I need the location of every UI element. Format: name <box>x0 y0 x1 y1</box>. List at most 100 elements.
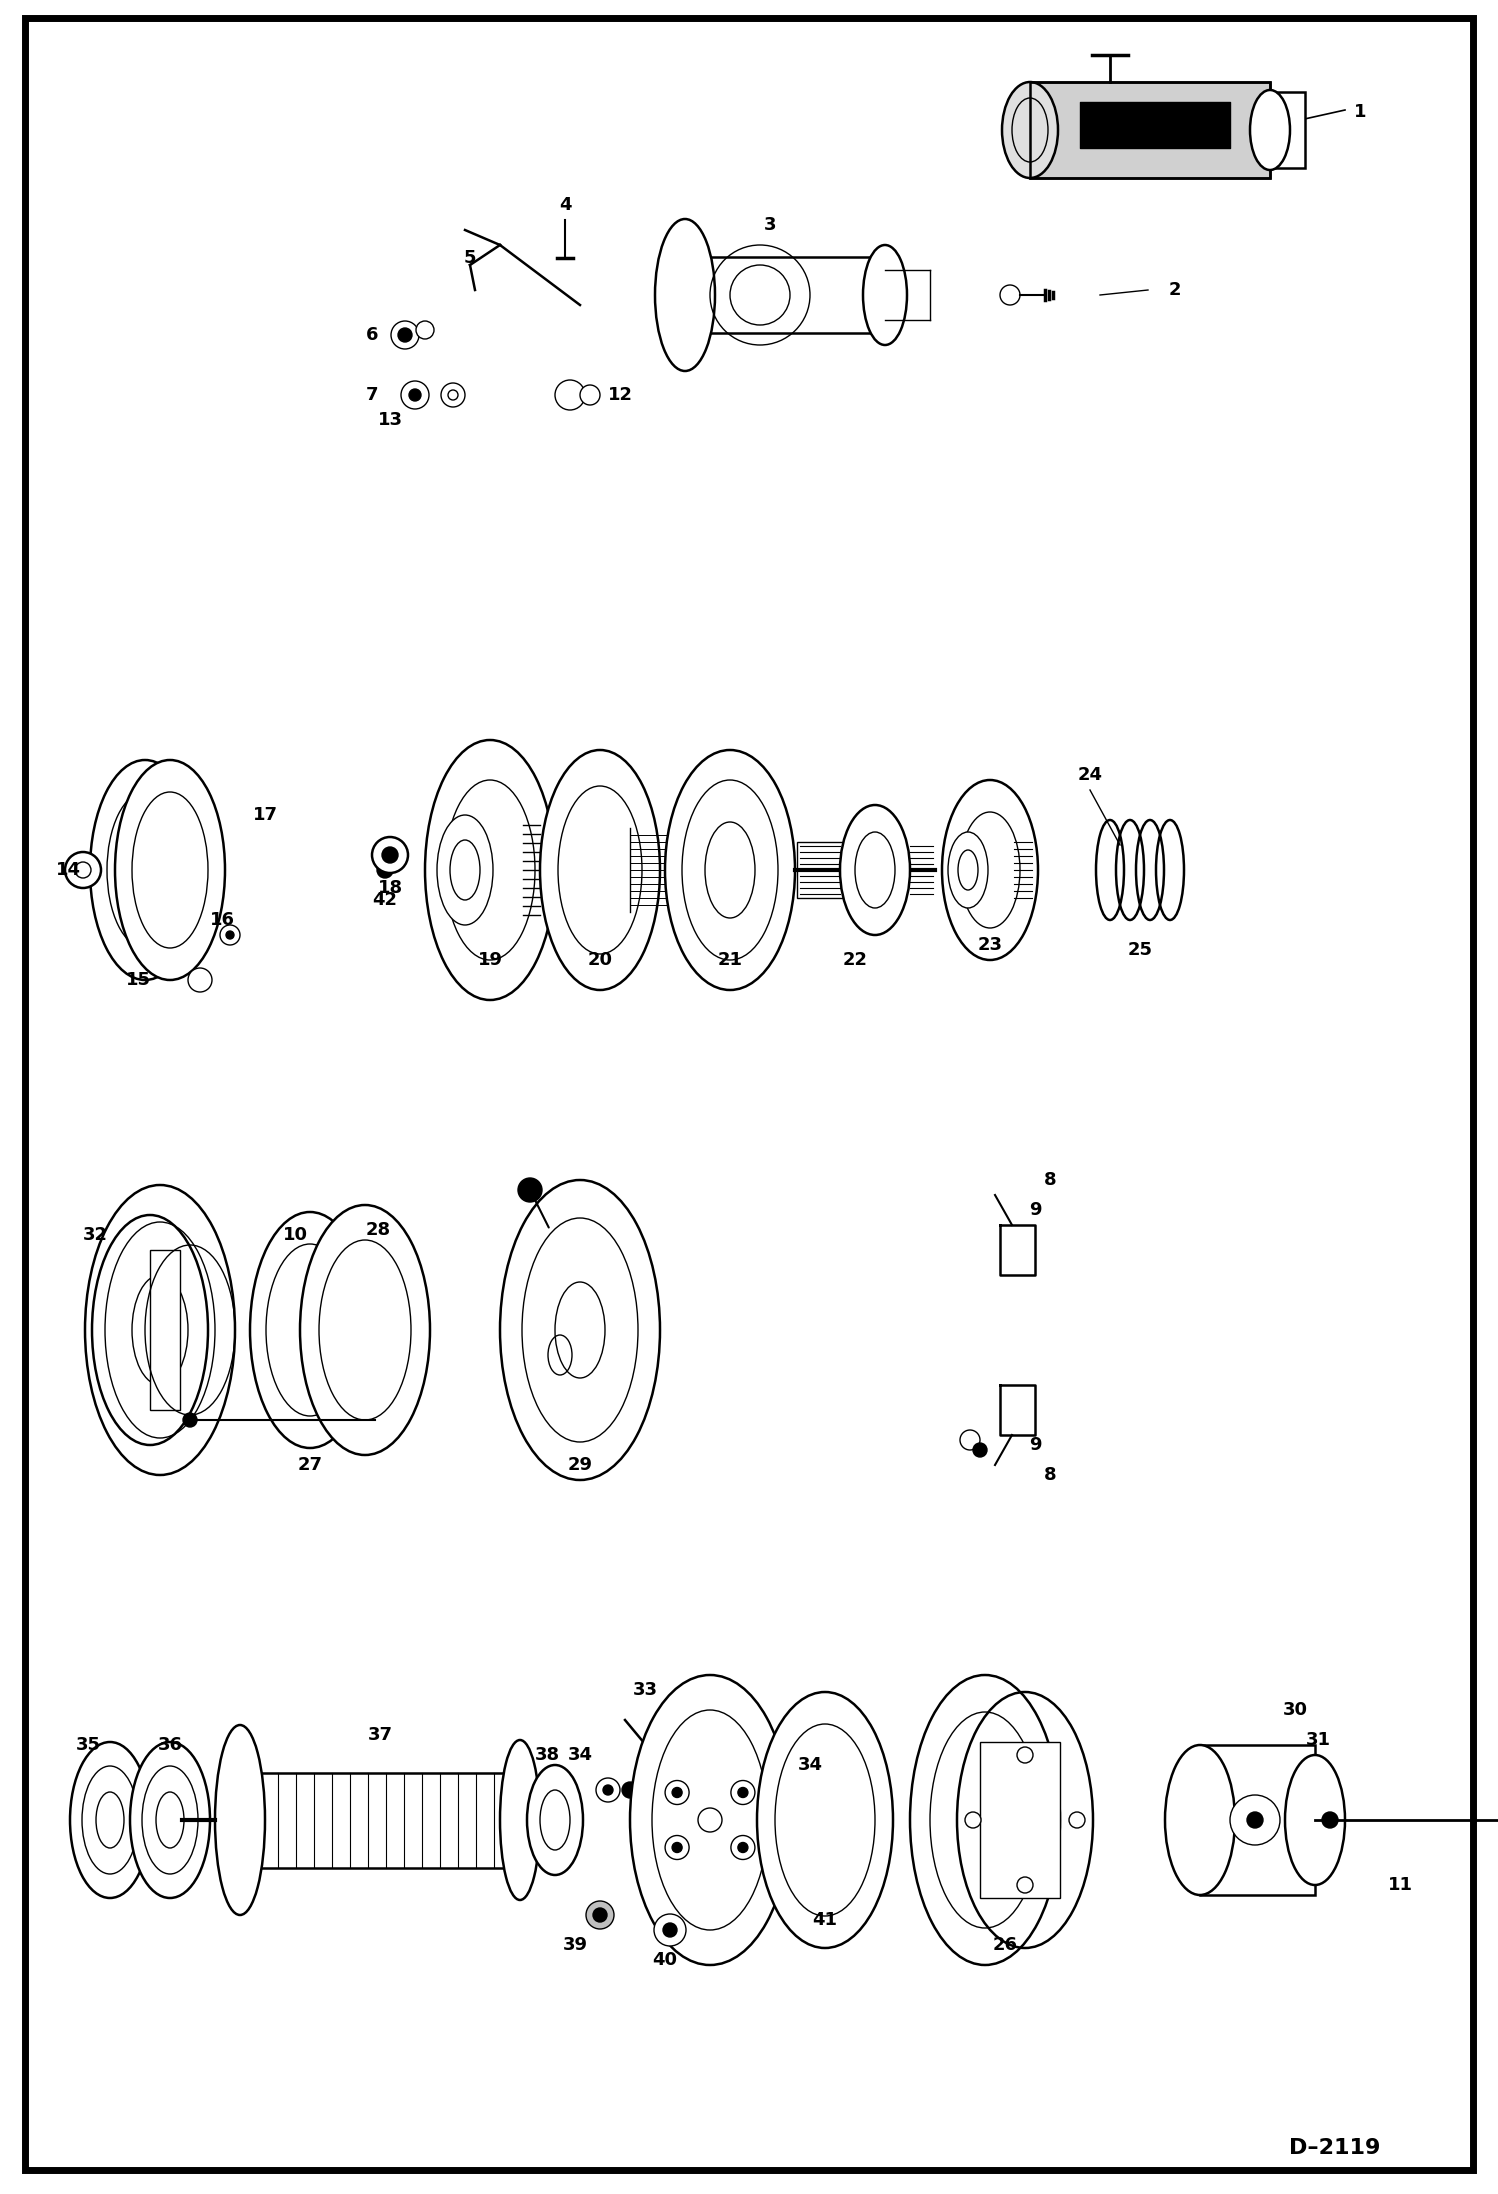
Text: 8: 8 <box>1044 1466 1056 1483</box>
Ellipse shape <box>115 759 225 981</box>
Bar <box>150 1251 180 1411</box>
Bar <box>139 805 195 935</box>
Text: 40: 40 <box>653 1950 677 1968</box>
Circle shape <box>1001 285 1020 305</box>
Circle shape <box>64 851 100 889</box>
Circle shape <box>739 1843 748 1852</box>
Circle shape <box>586 1900 614 1929</box>
Circle shape <box>189 968 213 992</box>
Text: 37: 37 <box>367 1727 392 1744</box>
Text: 16: 16 <box>210 911 235 928</box>
Text: 7: 7 <box>366 386 379 404</box>
Ellipse shape <box>1002 81 1058 178</box>
Circle shape <box>220 926 240 946</box>
Ellipse shape <box>425 739 554 1000</box>
Ellipse shape <box>665 750 795 989</box>
Text: 18: 18 <box>377 880 403 897</box>
Circle shape <box>596 1777 620 1801</box>
Circle shape <box>372 836 407 873</box>
Circle shape <box>580 384 601 406</box>
Circle shape <box>398 327 412 342</box>
Text: 9: 9 <box>1029 1437 1041 1455</box>
Text: 30: 30 <box>1282 1700 1308 1720</box>
Bar <box>1080 101 1230 147</box>
Circle shape <box>448 391 458 399</box>
Circle shape <box>622 1782 638 1799</box>
Circle shape <box>1070 1812 1085 1828</box>
Circle shape <box>673 1843 682 1852</box>
Circle shape <box>974 1444 987 1457</box>
Text: 11: 11 <box>1387 1876 1413 1893</box>
Ellipse shape <box>216 1724 265 1915</box>
Text: 15: 15 <box>126 972 150 989</box>
Circle shape <box>673 1788 682 1797</box>
Ellipse shape <box>527 1764 583 1876</box>
Ellipse shape <box>1285 1755 1345 1885</box>
Text: 13: 13 <box>377 410 403 430</box>
Bar <box>1031 81 1270 178</box>
Ellipse shape <box>500 1180 661 1481</box>
Text: 20: 20 <box>587 950 613 970</box>
Circle shape <box>183 1413 198 1426</box>
Text: 28: 28 <box>366 1222 391 1240</box>
Ellipse shape <box>948 832 989 908</box>
Ellipse shape <box>250 1211 370 1448</box>
Text: 36: 36 <box>157 1735 183 1753</box>
Ellipse shape <box>909 1674 1061 1966</box>
Circle shape <box>665 1836 689 1861</box>
Text: 24: 24 <box>1077 766 1103 783</box>
Circle shape <box>409 388 421 402</box>
Bar <box>980 1742 1061 1898</box>
Ellipse shape <box>85 1185 235 1474</box>
Bar <box>685 257 885 333</box>
Text: 12: 12 <box>608 386 632 404</box>
Bar <box>1200 1744 1315 1896</box>
Circle shape <box>440 384 464 408</box>
Text: 8: 8 <box>1044 1172 1056 1189</box>
Text: 1: 1 <box>1354 103 1366 121</box>
Ellipse shape <box>840 805 909 935</box>
Text: 5: 5 <box>464 248 476 268</box>
Circle shape <box>664 1922 677 1937</box>
Text: 35: 35 <box>75 1735 100 1753</box>
Text: 31: 31 <box>1305 1731 1330 1749</box>
Ellipse shape <box>756 1692 893 1948</box>
Ellipse shape <box>863 246 906 344</box>
Circle shape <box>401 382 428 408</box>
Text: 17: 17 <box>253 805 277 825</box>
Text: 34: 34 <box>568 1746 593 1764</box>
Bar <box>1031 81 1270 178</box>
Circle shape <box>593 1909 607 1922</box>
Ellipse shape <box>90 759 201 981</box>
Text: 23: 23 <box>978 937 1002 954</box>
Text: 2: 2 <box>1168 281 1182 298</box>
Circle shape <box>382 847 398 862</box>
Ellipse shape <box>437 814 493 926</box>
Circle shape <box>1230 1795 1279 1845</box>
Ellipse shape <box>130 1742 210 1898</box>
Circle shape <box>665 1782 689 1803</box>
Circle shape <box>1017 1746 1034 1764</box>
Text: 9: 9 <box>1029 1200 1041 1220</box>
Bar <box>75 1639 1416 2091</box>
Bar <box>75 1200 1416 1470</box>
Text: 34: 34 <box>797 1755 822 1775</box>
Text: 29: 29 <box>568 1457 593 1474</box>
Text: 6: 6 <box>366 327 379 344</box>
Circle shape <box>377 862 392 878</box>
Circle shape <box>226 930 234 939</box>
Circle shape <box>960 1430 980 1450</box>
Text: 21: 21 <box>718 950 743 970</box>
Bar <box>75 781 1416 974</box>
Ellipse shape <box>1249 90 1290 169</box>
Text: 4: 4 <box>559 195 571 215</box>
Ellipse shape <box>655 219 715 371</box>
Text: 41: 41 <box>812 1911 837 1929</box>
Ellipse shape <box>942 781 1038 961</box>
Circle shape <box>604 1786 613 1795</box>
Circle shape <box>1323 1812 1338 1828</box>
Text: 27: 27 <box>298 1457 322 1474</box>
Circle shape <box>1017 1878 1034 1893</box>
Text: 42: 42 <box>373 891 397 908</box>
Ellipse shape <box>1165 1744 1234 1896</box>
